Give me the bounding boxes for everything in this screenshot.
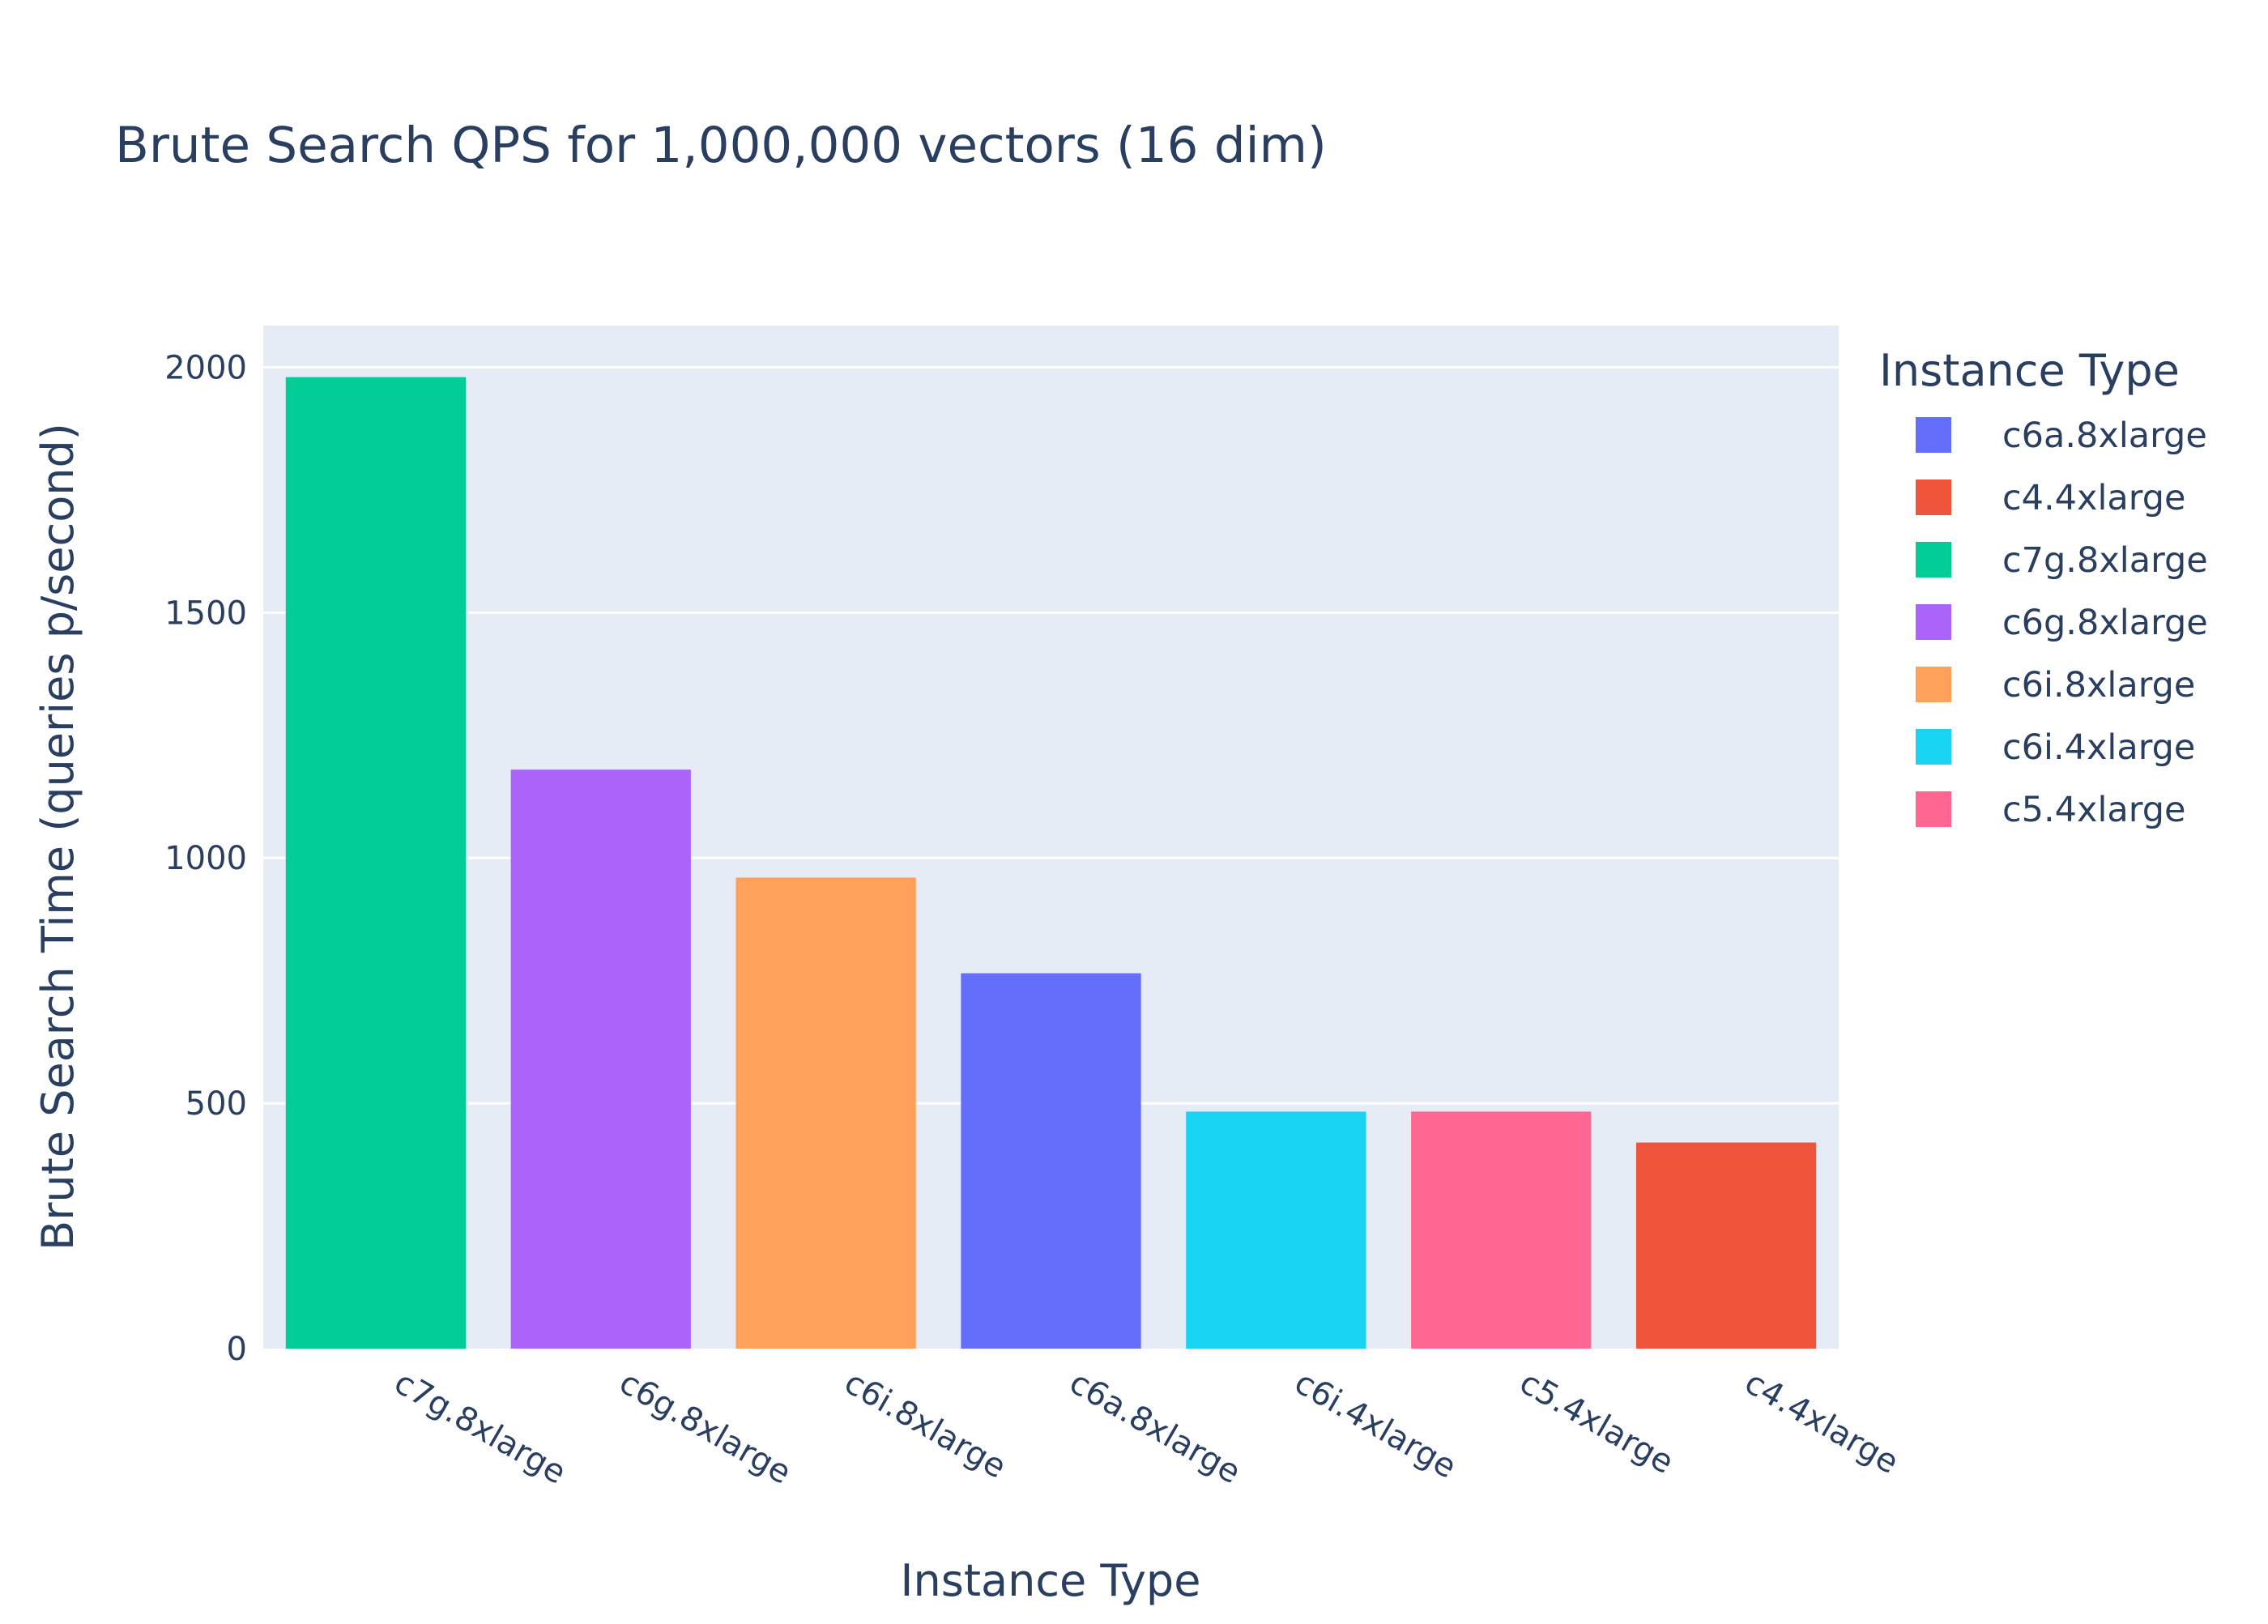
legend-swatch xyxy=(1916,791,1951,827)
legend-item-label: c5.4xlarge xyxy=(2002,790,2185,830)
bar-c6i.8xlarge xyxy=(735,877,916,1349)
x-tick-label: c6g.8xlarge xyxy=(613,1364,797,1492)
bars xyxy=(285,377,1817,1349)
bar-c4.4xlarge xyxy=(1635,1142,1817,1349)
x-tick-label: c7g.8xlarge xyxy=(388,1364,572,1492)
legend-swatch xyxy=(1916,480,1951,515)
bar-c5.4xlarge xyxy=(1411,1111,1592,1349)
legend-swatch xyxy=(1916,542,1951,578)
y-tick-label: 2000 xyxy=(164,349,247,386)
y-tick-label: 1000 xyxy=(164,840,247,877)
legend-swatch xyxy=(1916,417,1951,453)
bar-c6a.8xlarge xyxy=(961,973,1141,1349)
x-tick-label: c5.4xlarge xyxy=(1513,1364,1679,1481)
y-tick-label: 500 xyxy=(185,1085,247,1123)
x-tick-label: c6i.8xlarge xyxy=(838,1364,1013,1486)
y-axis-title: Brute Search Time (queries p/second) xyxy=(32,423,83,1251)
x-tick-label: c6a.8xlarge xyxy=(1064,1364,1247,1491)
legend-items: c6a.8xlarge c4.4xlarge c7g.8xlarge c6g.8xla… xyxy=(1916,416,2208,830)
y-tick-label: 0 xyxy=(227,1331,247,1368)
x-axis-title: Instance Type xyxy=(901,1555,1201,1606)
legend-item-label: c4.4xlarge xyxy=(2002,478,2185,518)
legend-item-label: c6i.4xlarge xyxy=(2002,727,2195,768)
legend-swatch xyxy=(1916,729,1951,765)
chart-title: Brute Search QPS for 1,000,000 vectors (… xyxy=(115,117,1327,174)
y-axis-ticks: 0 500 1000 1500 2000 xyxy=(164,349,247,1368)
legend: Instance Type c6a.8xlarge c4.4xlarge c7g.8… xyxy=(1879,345,2208,830)
x-axis-ticks: c7g.8xlarge c6g.8xlarge c6i.8xlarge c6a.8xl… xyxy=(388,1364,1905,1492)
legend-title: Instance Type xyxy=(1879,345,2180,396)
legend-swatch xyxy=(1916,604,1951,640)
legend-swatch xyxy=(1916,667,1951,702)
y-tick-label: 1500 xyxy=(164,595,247,632)
bar-c7g.8xlarge xyxy=(285,377,467,1349)
legend-item-label: c6g.8xlarge xyxy=(2002,603,2208,643)
x-tick-label: c6i.4xlarge xyxy=(1288,1364,1462,1486)
bar-c6i.4xlarge xyxy=(1186,1111,1366,1349)
bar-c6g.8xlarge xyxy=(510,769,691,1349)
legend-item-label: c7g.8xlarge xyxy=(2002,540,2208,581)
legend-item-label: c6a.8xlarge xyxy=(2002,416,2207,456)
x-tick-label: c4.4xlarge xyxy=(1738,1364,1904,1481)
legend-item-label: c6i.8xlarge xyxy=(2002,665,2195,705)
